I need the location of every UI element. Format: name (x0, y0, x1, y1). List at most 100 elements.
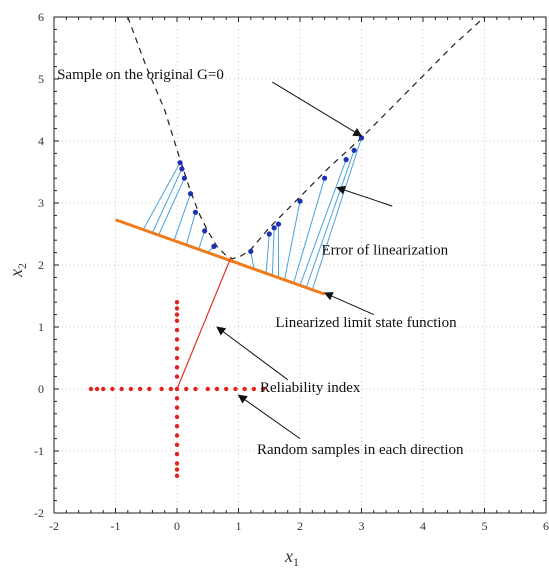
original-sample-point (202, 228, 208, 234)
x-tick-label: 2 (297, 519, 303, 533)
random-sample-point (174, 424, 180, 429)
annotation-arrow (323, 292, 375, 316)
random-sample-point (174, 306, 180, 311)
original-limit-state-line (127, 17, 485, 260)
original-sample-point (322, 175, 328, 181)
y-axis-title-main: x (6, 269, 26, 278)
original-sample-point (271, 225, 277, 231)
original-sample-point (297, 198, 303, 204)
x-tick-label: -2 (49, 519, 59, 533)
random-sample-point (174, 355, 180, 361)
original-sample-point (192, 209, 199, 215)
annotation-arrow (237, 394, 301, 440)
plot-area (88, 17, 485, 478)
x-tick-label: 0 (174, 519, 180, 533)
random-sample-point (174, 365, 180, 370)
random-sample-point (174, 337, 180, 342)
random-sample-point (260, 386, 266, 392)
reliability-index-line (176, 256, 232, 390)
random-sample-point (193, 386, 198, 392)
x-tick-label: -1 (111, 519, 121, 533)
random-sample-point (174, 327, 180, 333)
random-sample-point (110, 386, 115, 392)
original-sample-point (358, 135, 365, 141)
y-tick-label: 2 (38, 258, 44, 272)
original-sample-point (351, 147, 357, 153)
linearized-limit-state-line (114, 218, 326, 296)
random-sample-point (174, 386, 180, 392)
annotation-label: Error of linearization (322, 242, 449, 258)
annotations: Sample on the original G=0 Error of linea… (57, 67, 464, 458)
random-sample-point (128, 386, 134, 392)
original-sample-point (275, 221, 282, 227)
x-tick-label: 1 (236, 519, 242, 533)
error-line (151, 168, 183, 233)
random-sample-point (214, 386, 220, 392)
random-sample-point (159, 386, 164, 392)
original-sample-point (177, 160, 183, 166)
random-sample-point (174, 374, 180, 379)
x-tick-label: 3 (359, 519, 365, 533)
annotation-arrow (216, 326, 288, 381)
random-sample-point (174, 405, 180, 410)
random-sample-point (184, 386, 189, 392)
error-line (265, 233, 270, 274)
error-line (305, 150, 355, 289)
random-sample-point (174, 451, 180, 457)
random-sample-point (137, 386, 143, 392)
y-axis-title: x2 (6, 263, 29, 278)
error-line (311, 137, 362, 290)
x-tick-label: 4 (420, 519, 426, 533)
x-axis-title-sub: 1 (293, 555, 299, 569)
y-tick-label: -1 (34, 444, 44, 458)
original-sample-point (211, 243, 217, 249)
random-sample-point (174, 414, 180, 420)
error-line (299, 159, 347, 286)
error-line (293, 178, 326, 283)
y-tick-label: 3 (38, 196, 44, 210)
random-sample-point (101, 386, 106, 392)
random-sample-point (224, 386, 229, 392)
random-sample-point (174, 300, 180, 305)
annotation-arrow (272, 81, 363, 137)
x-tick-label: 5 (482, 519, 488, 533)
random-sample-point (147, 386, 152, 392)
annotation-label: Reliability index (260, 380, 361, 396)
x-tick-label: 6 (543, 519, 549, 533)
y-tick-label: 0 (38, 382, 44, 396)
random-sample-point (174, 318, 180, 323)
x-axis-title: x1 (284, 546, 299, 569)
random-sample-point (233, 386, 238, 392)
random-sample-point (94, 386, 100, 392)
random-sample-point (174, 396, 180, 401)
y-tick-label: 4 (38, 134, 44, 148)
axis-ticks: -2 -1 0 1 2 3 4 5 6 -2 -1 0 1 2 3 4 5 6 (34, 10, 549, 533)
random-sample-point (205, 386, 210, 392)
random-sample-point (119, 386, 124, 392)
original-sample-point (179, 166, 185, 172)
random-sample-point (251, 386, 257, 392)
y-tick-label: 6 (38, 10, 44, 24)
random-sample-point (174, 442, 180, 447)
error-line (158, 177, 185, 236)
random-sample-point (88, 386, 94, 392)
y-tick-label: 1 (38, 320, 44, 334)
error-line (271, 227, 275, 275)
y-tick-label: 5 (38, 72, 44, 86)
error-line (173, 193, 192, 241)
random-sample-point (174, 467, 180, 472)
original-sample-point (266, 231, 272, 237)
annotation-label: Sample on the original G=0 (57, 67, 224, 83)
error-line (142, 162, 181, 230)
random-sample-point (174, 473, 180, 478)
random-sample-point (242, 386, 247, 392)
random-sample-point (174, 433, 180, 438)
error-line (250, 251, 255, 269)
annotation-label: Random samples in each direction (257, 442, 464, 458)
random-sample-point (168, 386, 174, 392)
error-line (284, 201, 301, 280)
random-sample-point (174, 461, 180, 466)
error-line (185, 212, 196, 246)
